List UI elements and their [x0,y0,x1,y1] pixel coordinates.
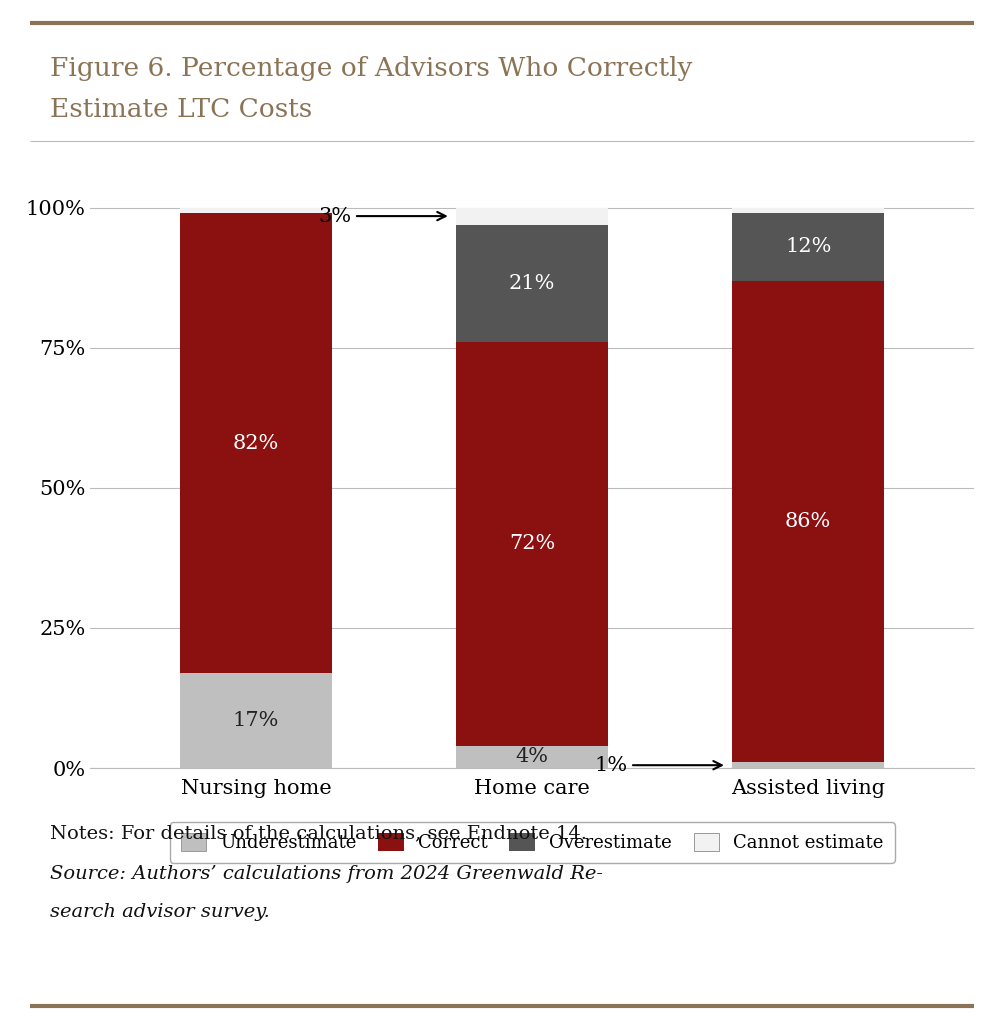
Text: 1%: 1% [594,756,721,775]
Bar [180,673,332,768]
Bar [455,745,608,768]
Text: Estimate LTC Costs: Estimate LTC Costs [50,97,312,122]
Legend: Underestimate, Correct, Overestimate, Cannot estimate: Underestimate, Correct, Overestimate, Ca… [170,822,894,863]
Bar [180,213,332,673]
Text: search advisor survey.: search advisor survey. [50,903,270,922]
Bar [455,224,608,342]
Text: 72%: 72% [509,535,555,553]
Text: Notes: For details of the calculations, see Endnote 14.: Notes: For details of the calculations, … [50,824,587,843]
Bar [455,208,608,224]
Text: 86%: 86% [784,512,830,531]
Bar [731,208,884,213]
Text: 3%: 3% [318,207,445,225]
Bar [180,208,332,213]
Bar [455,342,608,745]
Text: 82%: 82% [233,433,279,453]
Text: 17%: 17% [233,711,279,730]
Bar [731,281,884,763]
Text: 21%: 21% [509,273,555,293]
Text: 4%: 4% [516,748,548,766]
Text: Figure 6. Percentage of Advisors Who Correctly: Figure 6. Percentage of Advisors Who Cor… [50,56,692,81]
Text: 12%: 12% [784,238,830,256]
Text: Source: Authors’ calculations from 2024 Greenwald Re-: Source: Authors’ calculations from 2024 … [50,865,603,884]
Bar [731,213,884,281]
Bar [731,763,884,768]
